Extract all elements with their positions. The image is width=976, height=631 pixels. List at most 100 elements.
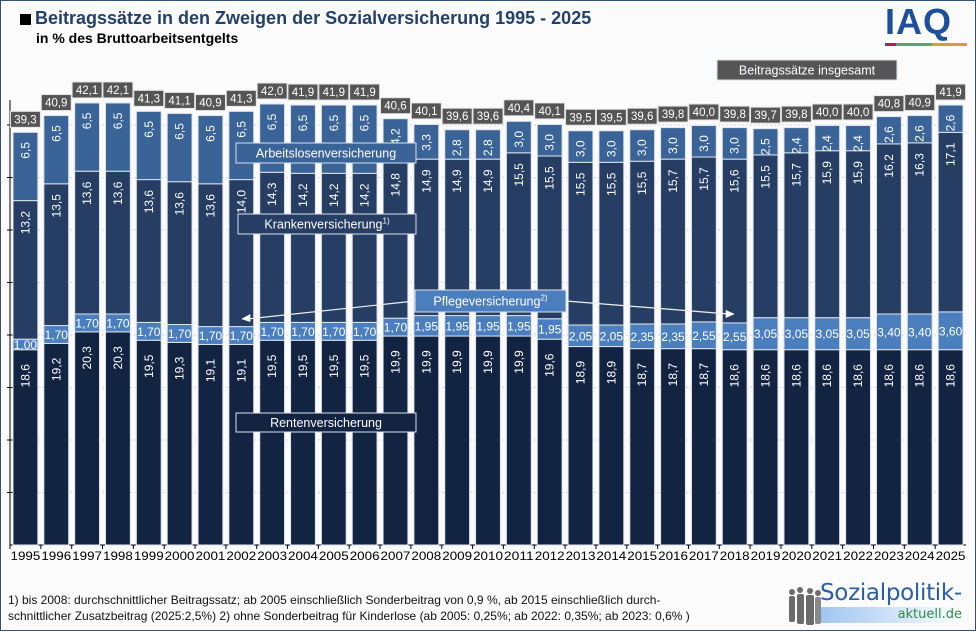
total-label: 41,3 xyxy=(138,93,160,105)
label-kranken: 15,7 xyxy=(789,163,803,187)
bar-arbeitslosen xyxy=(166,112,193,183)
bar-renten xyxy=(259,339,286,546)
bar-renten xyxy=(536,338,563,546)
bar-kranken xyxy=(690,156,717,323)
label-arbeitslosen: 2,6 xyxy=(913,125,927,142)
bar-kranken xyxy=(937,131,964,313)
label-pflege: 1,70 xyxy=(260,325,284,339)
total-label-box xyxy=(40,94,72,112)
x-tick-label: 2016 xyxy=(658,549,688,563)
bar-arbeitslosen xyxy=(906,115,933,144)
total-label-box xyxy=(287,83,319,101)
label-pflege: 3,40 xyxy=(877,325,901,339)
bar-arbeitslosen xyxy=(135,110,162,181)
title-square-icon xyxy=(20,13,31,25)
bar-renten xyxy=(135,339,162,546)
label-kranken: 14,9 xyxy=(419,169,433,193)
label-kranken: 16,3 xyxy=(913,153,927,177)
label-kranken: 14,3 xyxy=(265,182,279,206)
x-tick-label: 2024 xyxy=(905,549,935,563)
bar-renten xyxy=(105,331,131,546)
bar-renten xyxy=(814,349,841,546)
bar-renten xyxy=(629,348,656,546)
arrow-head-right-icon xyxy=(725,310,735,318)
annotation-totals-text: Beitragssätze insgesamt xyxy=(739,64,876,78)
label-renten: 19,3 xyxy=(173,356,187,380)
total-label-box xyxy=(379,97,411,115)
total-label: 40,1 xyxy=(538,106,560,118)
bar-kranken xyxy=(906,142,933,315)
total-label: 40,0 xyxy=(693,107,715,119)
label-renten: 19,6 xyxy=(543,353,557,377)
x-tick-label: 2022 xyxy=(843,549,873,563)
total-label-box xyxy=(534,102,566,120)
bar-pflege xyxy=(937,311,964,351)
bar-arbeitslosen xyxy=(74,102,101,172)
bar-renten xyxy=(598,346,625,546)
total-label: 40,4 xyxy=(508,103,531,115)
bar-renten xyxy=(197,343,224,546)
label-renten: 18,6 xyxy=(913,364,927,388)
total-label-box xyxy=(688,103,720,121)
label-renten: 18,7 xyxy=(666,363,680,387)
total-label-box xyxy=(441,107,473,125)
iaq-logo-text: IAQ xyxy=(885,1,953,42)
x-tick-label: 1998 xyxy=(103,549,133,563)
label-pflege: 2,05 xyxy=(600,329,624,343)
label-pflege: 3,05 xyxy=(754,327,778,341)
annotation-totals-box xyxy=(716,59,898,81)
total-label-box xyxy=(811,103,843,121)
label-renten: 18,6 xyxy=(820,364,834,388)
total-label-box xyxy=(719,105,751,123)
total-label-box xyxy=(935,83,967,101)
chart-title-text: Beitragssätze in den Zweigen der Sozialv… xyxy=(35,8,592,28)
label-arbeitslosen: 6,5 xyxy=(111,112,125,129)
label-pflege: 1,70 xyxy=(106,316,130,330)
label-kranken: 15,7 xyxy=(666,169,680,193)
label-kranken: 17,1 xyxy=(944,142,958,166)
bar-arbeitslosen xyxy=(536,123,563,157)
iaq-stripe-1 xyxy=(885,43,896,46)
label-kranken: 15,5 xyxy=(604,172,618,196)
x-tick-label: 2015 xyxy=(627,549,657,563)
bar-renten xyxy=(413,335,440,546)
bar-kranken xyxy=(105,170,131,315)
bar-kranken xyxy=(290,172,316,323)
label-kranken: 14,8 xyxy=(388,173,402,197)
bar-kranken xyxy=(783,152,810,319)
total-label: 42,1 xyxy=(76,85,98,97)
bar-kranken xyxy=(721,158,748,324)
total-label: 39,7 xyxy=(754,110,776,122)
bar-arbeitslosen xyxy=(567,130,594,163)
bar-renten xyxy=(351,339,378,546)
chart-header: Beitragssätze in den Zweigen der Sozialv… xyxy=(20,8,591,46)
label-kranken: 15,5 xyxy=(635,171,649,195)
label-pflege: 2,05 xyxy=(569,329,593,343)
label-renten: 19,5 xyxy=(142,354,156,378)
label-arbeitslosen: 6,5 xyxy=(80,112,94,129)
x-tick-label: 2012 xyxy=(535,549,565,563)
total-label: 39,8 xyxy=(785,109,807,121)
bar-kranken xyxy=(505,152,532,317)
chart-title: Beitragssätze in den Zweigen der Sozialv… xyxy=(20,8,591,29)
label-arbeitslosen: 4,2 xyxy=(388,128,402,145)
x-tick-label: 2007 xyxy=(381,549,411,563)
label-pflege: 1,70 xyxy=(353,325,377,339)
bar-kranken xyxy=(845,150,871,319)
bar-renten xyxy=(660,348,686,546)
chart-subtitle: in % des Bruttoarbeitsentgelts xyxy=(36,30,239,46)
label-renten: 18,6 xyxy=(789,364,803,388)
x-tick-label: 1996 xyxy=(41,549,71,563)
label-renten: 18,6 xyxy=(728,364,742,388)
label-renten: 18,6 xyxy=(18,364,32,388)
bar-kranken xyxy=(351,172,378,323)
label-renten: 18,9 xyxy=(574,361,588,385)
annotation-arbeitslosen-box xyxy=(235,142,417,164)
annotation-arbeitslosen: Arbeitslosenversicherung xyxy=(235,142,417,164)
bar-kranken xyxy=(12,200,39,340)
label-pflege: 3,05 xyxy=(846,327,870,341)
arrow-line-right xyxy=(565,300,729,315)
label-pflege: 1,95 xyxy=(415,319,439,333)
x-tick-label: 2021 xyxy=(812,549,842,563)
